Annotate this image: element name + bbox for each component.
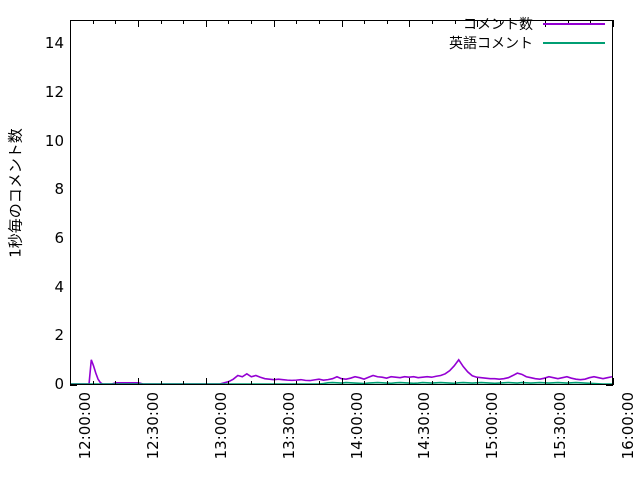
x-axis-tick-label: 13:30:00: [279, 392, 298, 460]
x-axis-minor-tick: [296, 381, 298, 385]
x-axis-tick-mark: [613, 378, 614, 385]
x-axis-tick-label: 12:30:00: [143, 392, 162, 460]
x-axis-minor-tick: [92, 20, 94, 24]
x-axis-minor-tick: [499, 20, 501, 24]
x-axis-minor-tick: [115, 381, 117, 385]
x-axis-minor-tick: [432, 381, 433, 385]
x-axis-tick-mark: [409, 378, 411, 385]
legend-label: 英語コメント: [449, 35, 533, 52]
y-axis-tick-label: 10: [44, 131, 64, 150]
x-axis-tick-mark: [273, 20, 275, 27]
x-axis-minor-tick: [454, 20, 456, 24]
x-axis-tick-mark: [341, 378, 343, 385]
x-axis-minor-tick: [228, 20, 230, 24]
y-axis-tick-mark: [70, 385, 77, 386]
x-axis-minor-tick: [251, 381, 252, 385]
y-axis-tick-label: 6: [54, 229, 64, 247]
x-axis-minor-tick: [228, 381, 230, 385]
x-axis-minor-tick: [296, 20, 298, 24]
x-axis-minor-tick: [115, 20, 117, 24]
x-axis-minor-tick: [567, 381, 569, 385]
x-axis-tick-label: 13:00:00: [211, 392, 230, 460]
x-axis-minor-tick: [590, 20, 592, 24]
plot-area: [70, 20, 613, 385]
x-axis-minor-tick: [386, 20, 388, 24]
x-axis-minor-tick: [318, 381, 320, 385]
x-axis-minor-tick: [251, 20, 252, 24]
x-axis-minor-tick: [567, 20, 569, 24]
legend-item: 英語コメント: [430, 33, 605, 52]
x-axis-minor-tick: [183, 20, 185, 24]
y-axis-tick-label: 8: [54, 180, 64, 199]
x-axis-minor-tick: [160, 20, 162, 24]
legend-label: コメント数: [463, 16, 533, 33]
x-axis-tick-mark: [477, 20, 479, 27]
x-axis-minor-tick: [160, 381, 162, 385]
x-axis-tick-mark: [613, 20, 614, 27]
x-axis-tick-mark: [137, 20, 139, 27]
x-axis-minor-tick: [364, 20, 366, 24]
y-axis-tick-label: 14: [44, 34, 64, 53]
y-axis-tick-label: 12: [44, 83, 64, 101]
x-axis-tick-mark: [205, 20, 207, 27]
x-axis-tick-label: 14:30:00: [415, 392, 434, 460]
series-canvas: [71, 21, 612, 384]
legend-item: コメント数: [430, 14, 605, 33]
x-axis-minor-tick: [522, 381, 524, 385]
x-axis-tick-label: 15:00:00: [483, 392, 502, 460]
x-axis-tick-mark: [137, 378, 139, 385]
x-axis-minor-tick: [432, 20, 433, 24]
x-axis-minor-tick: [318, 20, 320, 24]
x-axis-minor-tick: [92, 381, 94, 385]
x-axis-tick-mark: [409, 20, 411, 27]
series-line: [71, 383, 612, 384]
x-axis-minor-tick: [454, 381, 456, 385]
x-axis-minor-tick: [522, 20, 524, 24]
x-axis-tick-label: 12:00:00: [76, 392, 94, 460]
y-axis-tick-mark: [606, 385, 613, 386]
x-axis-tick-mark: [477, 378, 479, 385]
x-axis-tick-mark: [341, 20, 343, 27]
x-axis-minor-tick: [183, 381, 185, 385]
y-axis-tick-label: 4: [54, 277, 64, 296]
legend-color-swatch-english: [543, 41, 605, 44]
y-axis-tick-label: 2: [54, 326, 64, 345]
x-axis-tick-mark: [205, 378, 207, 385]
x-axis-tick-mark: [70, 20, 71, 27]
x-axis-tick-mark: [273, 378, 275, 385]
legend: コメント数 英語コメント: [430, 14, 605, 52]
x-axis-minor-tick: [590, 381, 592, 385]
x-axis-minor-tick: [364, 381, 366, 385]
x-axis-minor-tick: [499, 381, 501, 385]
legend-color-swatch-comments: [543, 22, 605, 25]
x-axis-tick-label: 14:00:00: [347, 392, 366, 460]
x-axis-tick-mark: [70, 378, 71, 385]
x-axis-minor-tick: [386, 381, 388, 385]
y-axis-tick-label: 0: [54, 375, 64, 393]
x-axis-tick-mark: [545, 378, 547, 385]
x-axis-tick-label: 15:30:00: [551, 392, 570, 460]
y-axis-title-container: 1秒毎のコメント数: [2, 0, 28, 385]
y-axis-title: 1秒毎のコメント数: [6, 127, 25, 258]
series-line: [71, 360, 612, 384]
x-axis-tick-label: 16:00:00: [619, 392, 637, 460]
